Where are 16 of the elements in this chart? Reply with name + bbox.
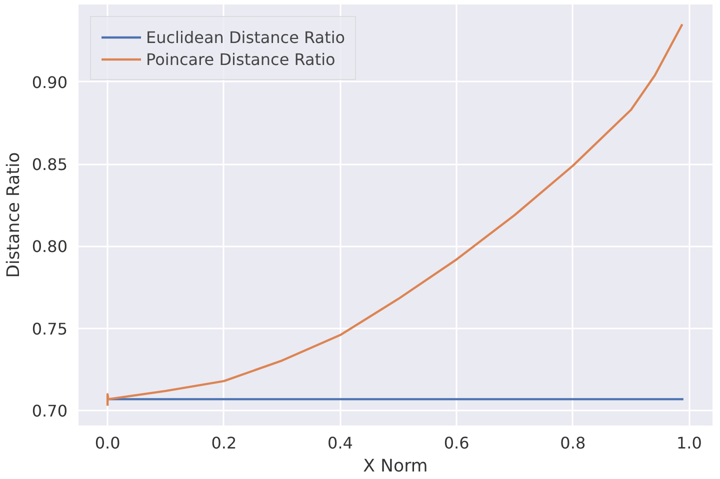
x-tick-label: 0.0 [94,434,120,452]
y-axis-title: Distance Ratio [4,152,24,278]
x-tick-label: 0.8 [560,434,586,452]
legend-label: Poincare Distance Ratio [146,50,336,68]
y-tick-label: 0.70 [32,402,68,421]
y-tick-label: 0.80 [32,237,68,256]
x-tick-label: 0.2 [211,434,237,452]
y-tick-label: 0.90 [32,72,68,92]
x-axis-title: X Norm [363,456,428,476]
x-tick-label: 0.6 [444,434,470,452]
x-tick-label: 1.0 [676,434,702,452]
y-tick-label: 0.85 [32,155,68,174]
legend-label: Euclidean Distance Ratio [146,28,346,46]
y-tick-label: 0.75 [32,319,68,338]
line-series [106,23,684,407]
x-tick-label: 0.4 [328,434,353,452]
